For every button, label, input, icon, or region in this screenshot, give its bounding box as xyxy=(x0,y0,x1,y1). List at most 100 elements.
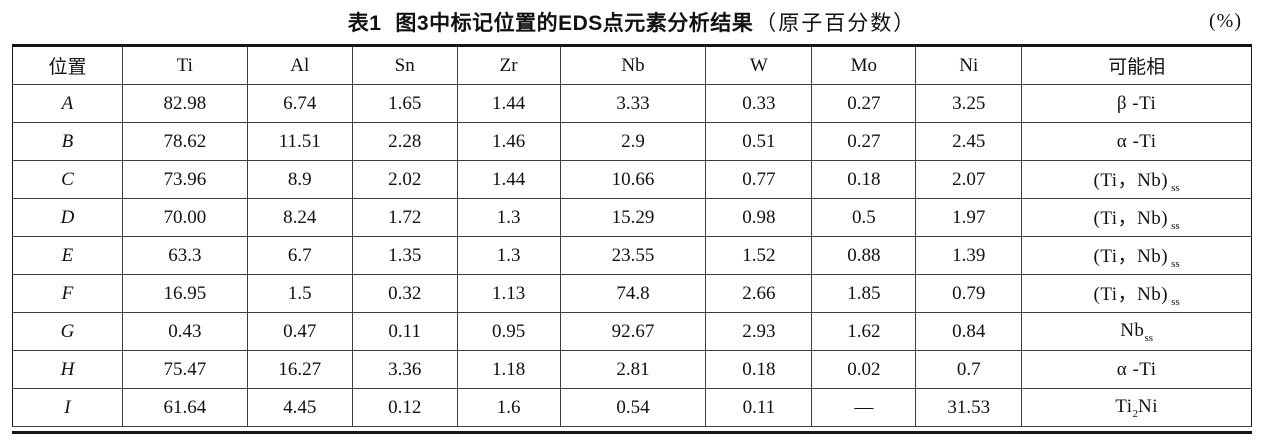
cell-value: 8.24 xyxy=(246,198,353,237)
cell-value: 1.6 xyxy=(456,388,561,427)
phase-text: β -Ti xyxy=(1116,92,1157,114)
cell-value: 0.84 xyxy=(915,312,1023,351)
phase-text: (Ti，Nb) xyxy=(1093,208,1169,230)
phase-subscript: 2 xyxy=(1132,407,1138,420)
phase-subscript: ss xyxy=(1144,331,1153,344)
table-row: E 63.3 6.7 1.35 1.3 23.55 1.52 0.88 1.39 (Ti，Nb) s… xyxy=(12,236,1252,275)
unit-label: (%) xyxy=(1209,10,1242,32)
phase-subscript: ss xyxy=(1171,257,1180,270)
cell-value: 0.43 xyxy=(121,312,248,351)
cell-value: 16.27 xyxy=(246,350,353,389)
column-header: Ti xyxy=(121,47,248,85)
table-row: A 82.98 6.74 1.65 1.44 3.33 0.33 0.27 3.25 β -Ti xyxy=(12,84,1252,123)
phase-text: (Ti，Nb) xyxy=(1093,246,1169,268)
cell-value: 0.18 xyxy=(811,160,917,199)
phase-text: Ni xyxy=(1137,395,1158,417)
cell-value: 31.53 xyxy=(915,388,1023,427)
column-header: Nb xyxy=(559,47,707,85)
table-row: C 73.96 8.9 2.02 1.44 10.66 0.77 0.18 2.07 (Ti，Nb… xyxy=(12,160,1252,199)
cell-value: 82.98 xyxy=(121,84,248,123)
cell-value: 4.45 xyxy=(246,388,353,427)
cell-value: 1.18 xyxy=(456,350,561,389)
cell-value: 0.77 xyxy=(705,160,813,199)
cell-value: 73.96 xyxy=(121,160,248,199)
cell-value: 10.66 xyxy=(559,160,707,199)
cell-value: 11.51 xyxy=(246,122,353,161)
cell-value: 0.7 xyxy=(915,350,1023,389)
cell-value: 75.47 xyxy=(121,350,248,389)
cell-value: 63.3 xyxy=(121,236,248,275)
phase-text: α -Ti xyxy=(1116,358,1157,380)
cell-value: 2.9 xyxy=(559,122,707,161)
cell-value: 8.9 xyxy=(246,160,353,199)
table-row: I 61.64 4.45 0.12 1.6 0.54 0.11—31.53 Ti2Ni xyxy=(12,388,1252,427)
cell-phase: α -Ti xyxy=(1021,122,1252,161)
cell-value: 2.93 xyxy=(705,312,813,351)
cell-value: 0.11 xyxy=(705,388,813,427)
cell-value: 0.98 xyxy=(705,198,813,237)
cell-value: — xyxy=(811,388,917,427)
cell-phase: β -Ti xyxy=(1021,84,1252,123)
cell-position: A xyxy=(12,84,123,123)
cell-value: 0.51 xyxy=(705,122,813,161)
caption-table-number: 表1 xyxy=(347,12,382,35)
cell-value: 6.74 xyxy=(246,84,353,123)
cell-value: 1.5 xyxy=(246,274,353,313)
cell-value: 0.11 xyxy=(351,312,458,351)
column-header: Zr xyxy=(456,47,561,85)
cell-phase: Nbss xyxy=(1021,312,1252,351)
table-row: H 75.47 16.27 3.36 1.18 2.81 0.18 0.02 0.7 α -Ti xyxy=(12,350,1252,389)
cell-value: 0.88 xyxy=(811,236,917,275)
cell-value: 2.66 xyxy=(705,274,813,313)
cell-value: 6.7 xyxy=(246,236,353,275)
cell-value: 0.79 xyxy=(915,274,1023,313)
cell-value: 1.97 xyxy=(915,198,1023,237)
cell-value: 2.28 xyxy=(351,122,458,161)
column-header: W xyxy=(705,47,813,85)
cell-value: 78.62 xyxy=(121,122,248,161)
cell-value: 0.5 xyxy=(811,198,917,237)
cell-value: 0.54 xyxy=(559,388,707,427)
cell-phase: Ti2Ni xyxy=(1021,388,1252,427)
cell-value: 0.47 xyxy=(246,312,353,351)
cell-value: 3.33 xyxy=(559,84,707,123)
table-row: G 0.43 0.47 0.11 0.95 92.67 2.93 1.62 0.84 Nbss xyxy=(12,312,1252,351)
cell-value: 74.8 xyxy=(559,274,707,313)
cell-value: 92.67 xyxy=(559,312,707,351)
cell-phase: (Ti，Nb) ss xyxy=(1021,160,1252,199)
cell-value: 1.72 xyxy=(351,198,458,237)
cell-value: 2.02 xyxy=(351,160,458,199)
table-row: D 70.00 8.24 1.72 1.3 15.29 0.98 0.5 1.97 (Ti，Nb)… xyxy=(12,198,1252,237)
cell-value: 3.25 xyxy=(915,84,1023,123)
phase-text: α -Ti xyxy=(1116,130,1157,152)
cell-value: 0.27 xyxy=(811,84,917,123)
table-row: F 16.95 1.5 0.32 1.13 74.8 2.66 1.85 0.79 (Ti，Nb)… xyxy=(12,274,1252,313)
cell-value: 0.02 xyxy=(811,350,917,389)
cell-phase: α -Ti xyxy=(1021,350,1252,389)
caption-paren-text: （原子百分数） xyxy=(755,11,917,35)
cell-position: E xyxy=(12,236,123,275)
caption-title-text: 图3中标记位置的EDS点元素分析结果 xyxy=(395,12,754,35)
cell-value: 1.13 xyxy=(456,274,561,313)
cell-phase: (Ti，Nb) ss xyxy=(1021,274,1252,313)
eds-table: 位置 Ti Al Sn Zr Nb W Mo Ni 可能相 A 82.98 6.74 1.65 1.44 3… xyxy=(12,47,1252,427)
phase-text: Ti xyxy=(1115,395,1133,417)
cell-position: D xyxy=(12,198,123,237)
cell-phase: (Ti，Nb) ss xyxy=(1021,236,1252,275)
cell-value: 23.55 xyxy=(559,236,707,275)
column-header: Ni xyxy=(915,47,1023,85)
cell-value: 1.44 xyxy=(456,84,561,123)
cell-position: B xyxy=(12,122,123,161)
cell-position: G xyxy=(12,312,123,351)
cell-value: 1.85 xyxy=(811,274,917,313)
cell-value: 0.32 xyxy=(351,274,458,313)
cell-value: 1.35 xyxy=(351,236,458,275)
cell-value: 16.95 xyxy=(121,274,248,313)
cell-value: 1.65 xyxy=(351,84,458,123)
eds-table-wrapper: 位置 Ti Al Sn Zr Nb W Mo Ni 可能相 A 82.98 6.74 1.65 1.44 3… xyxy=(12,44,1252,434)
cell-value: 70.00 xyxy=(121,198,248,237)
table-body: A 82.98 6.74 1.65 1.44 3.33 0.33 0.27 3.25 β -Ti B… xyxy=(12,84,1252,427)
cell-position: C xyxy=(12,160,123,199)
cell-value: 61.64 xyxy=(121,388,248,427)
